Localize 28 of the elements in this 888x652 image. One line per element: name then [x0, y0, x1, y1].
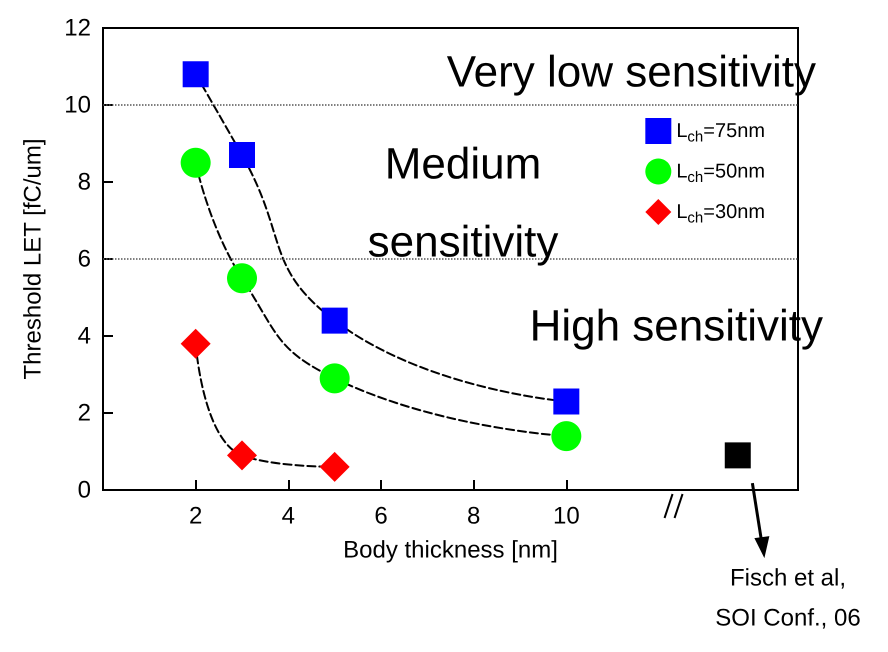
y-tick-label: 0 — [78, 476, 91, 504]
point — [320, 363, 350, 394]
point — [180, 328, 211, 359]
x-axis-title: Body thickness [nm] — [343, 536, 558, 564]
annotation: Medium sensitivity — [368, 140, 558, 266]
y-tick-label: 2 — [78, 400, 91, 426]
x-tick-label: 4 — [282, 502, 296, 530]
text: Fisch et al, SOI Conf., 06 — [715, 564, 861, 632]
x-tick-label: 10 — [552, 502, 580, 530]
y-axis-title: Threshold LET [fC/um] — [20, 138, 46, 380]
point — [180, 148, 211, 178]
y-tick-label: 4 — [78, 322, 91, 350]
point — [227, 263, 257, 294]
point — [724, 442, 751, 468]
point — [322, 308, 348, 334]
x-tick-label: 2 — [188, 502, 202, 530]
y-tick-label: 12 — [64, 14, 91, 42]
point — [551, 421, 582, 452]
x-tick-label: 8 — [466, 502, 480, 530]
x-tick-label: 6 — [374, 502, 388, 530]
y-tick-label: 6 — [78, 246, 91, 272]
point — [320, 452, 350, 482]
point — [227, 440, 257, 470]
point — [553, 388, 580, 414]
y-tick-label: 8 — [78, 168, 91, 196]
point — [182, 61, 209, 88]
y-tick-label: 10 — [64, 92, 91, 118]
point — [229, 142, 255, 168]
